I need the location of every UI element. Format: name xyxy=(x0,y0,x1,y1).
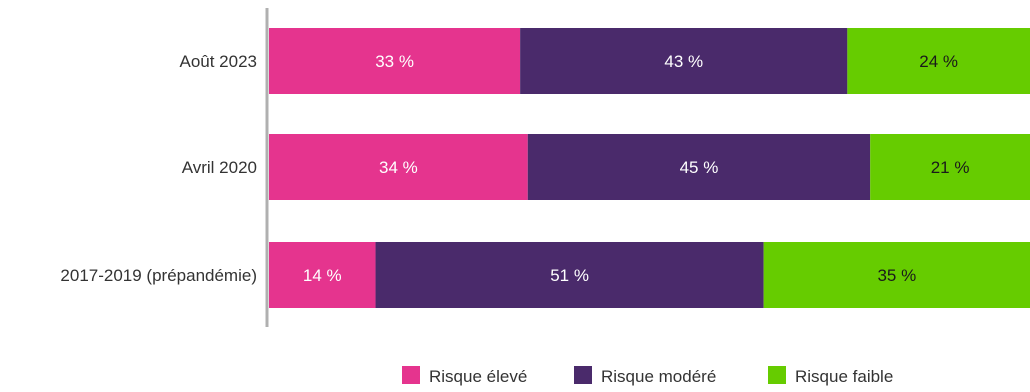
data-label-risque-modere-2017-2019-prepandemie: 51 % xyxy=(550,266,589,285)
bar-risque-modere-avril-2020 xyxy=(527,134,871,200)
category-label-avril-2020: Avril 2020 xyxy=(182,158,257,177)
bar-risque-faible-aout-2023 xyxy=(847,28,1030,94)
legend-label-risque-faible: Risque faible xyxy=(795,367,893,386)
bar-risque-faible-2017-2019-prepandemie xyxy=(763,242,1030,308)
labels-layer: Août 2023 33 % 43 % 24 % Avril 2020 34 % 45 % 2… xyxy=(60,52,969,285)
data-label-risque-eleve-aout-2023: 33 % xyxy=(375,52,414,71)
category-label-aout-2023: Août 2023 xyxy=(179,52,257,71)
bar-risque-eleve-2017-2019-prepandemie xyxy=(269,242,376,308)
legend-label-risque-modere: Risque modéré xyxy=(601,367,716,386)
bar-risque-eleve-avril-2020 xyxy=(269,134,528,200)
category-label-2017-2019-prepandemie: 2017-2019 (prépandémie) xyxy=(60,266,257,285)
legend-swatch-risque-faible xyxy=(768,366,786,384)
bar-risque-modere-aout-2023 xyxy=(520,28,848,94)
legend-swatch-risque-modere xyxy=(574,366,592,384)
data-label-risque-modere-avril-2020: 45 % xyxy=(680,158,719,177)
data-label-risque-faible-avril-2020: 21 % xyxy=(931,158,970,177)
bar-risque-modere-2017-2019-prepandemie xyxy=(375,242,764,308)
legend: Risque élevé Risque modéré Risque faible xyxy=(402,366,893,386)
data-label-risque-faible-aout-2023: 24 % xyxy=(919,52,958,71)
data-label-risque-faible-2017-2019-prepandemie: 35 % xyxy=(877,266,916,285)
bar-risque-eleve-aout-2023 xyxy=(269,28,521,94)
data-label-risque-eleve-2017-2019-prepandemie: 14 % xyxy=(303,266,342,285)
bar-risque-faible-avril-2020 xyxy=(870,134,1030,200)
legend-label-risque-eleve: Risque élevé xyxy=(429,367,527,386)
data-label-risque-modere-aout-2023: 43 % xyxy=(664,52,703,71)
bars-layer xyxy=(269,28,1030,308)
legend-swatch-risque-eleve xyxy=(402,366,420,384)
data-label-risque-eleve-avril-2020: 34 % xyxy=(379,158,418,177)
